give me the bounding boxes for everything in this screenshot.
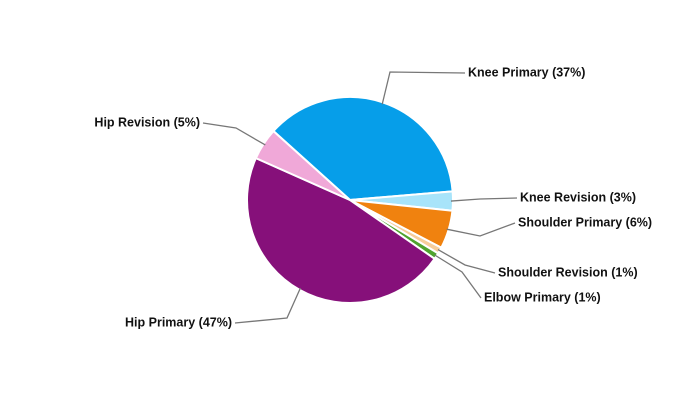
slice-label: Elbow Primary (1%) — [484, 290, 601, 304]
leader-line — [234, 287, 302, 324]
slice-label: Shoulder Primary (6%) — [518, 215, 652, 229]
slice-label: Knee Primary (37%) — [468, 65, 585, 79]
leader-line — [446, 222, 516, 237]
leader-line — [437, 249, 496, 274]
leader-line — [434, 254, 482, 299]
slice-label: Shoulder Revision (1%) — [498, 265, 638, 279]
slice-label: Hip Primary (47%) — [125, 315, 232, 329]
leader-line — [381, 71, 466, 105]
leader-line — [450, 197, 518, 202]
slice-label: Hip Revision (5%) — [94, 115, 200, 129]
slice-label: Knee Revision (3%) — [520, 190, 636, 204]
leader-line — [202, 122, 266, 146]
